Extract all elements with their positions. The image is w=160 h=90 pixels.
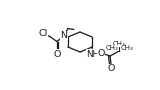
Text: CH₃: CH₃ [106, 45, 119, 51]
Text: N: N [60, 31, 67, 40]
Text: O: O [108, 64, 115, 73]
Text: O: O [97, 49, 105, 58]
Text: Cl: Cl [38, 29, 48, 38]
Text: CH₃: CH₃ [121, 45, 133, 51]
Text: O: O [54, 50, 61, 59]
Text: NH: NH [87, 50, 100, 59]
Text: CH₃: CH₃ [113, 41, 125, 47]
